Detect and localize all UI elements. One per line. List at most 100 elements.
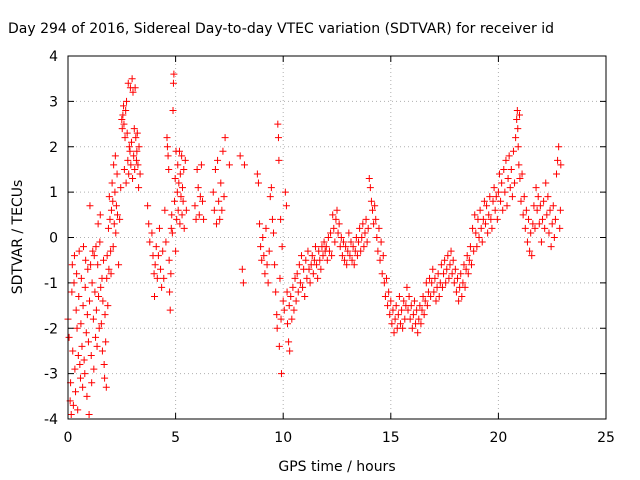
data-point: [253, 170, 261, 178]
data-point: [535, 220, 543, 228]
data-point: [99, 297, 107, 305]
data-point: [385, 288, 393, 296]
data-point: [375, 224, 383, 232]
y-tick-label: -3: [44, 367, 58, 383]
y-tick-label: -2: [44, 321, 58, 337]
data-point: [83, 392, 91, 400]
data-point: [290, 306, 298, 314]
data-point: [127, 138, 135, 146]
data-point: [180, 165, 188, 173]
data-point: [122, 179, 130, 187]
data-point: [105, 265, 113, 273]
data-point: [343, 261, 351, 269]
data-point: [441, 256, 449, 264]
data-point: [92, 306, 100, 314]
data-point: [284, 320, 292, 328]
data-point: [132, 134, 140, 142]
data-point: [214, 156, 222, 164]
data-point: [360, 243, 368, 251]
data-point: [525, 215, 533, 223]
data-point: [498, 179, 506, 187]
data-point: [501, 188, 509, 196]
data-point: [70, 279, 78, 287]
data-point: [275, 342, 283, 350]
data-point: [165, 165, 173, 173]
data-point: [82, 329, 90, 337]
data-point: [200, 215, 208, 223]
x-axis-label: GPS time / hours: [278, 459, 395, 475]
data-point: [407, 302, 415, 310]
data-point: [520, 193, 528, 201]
data-point: [89, 315, 97, 323]
data-point: [77, 274, 85, 282]
data-point: [437, 261, 445, 269]
data-point: [191, 202, 199, 210]
data-point: [280, 306, 288, 314]
data-point: [315, 247, 323, 255]
data-point: [468, 261, 475, 269]
data-point: [96, 211, 104, 219]
data-point: [311, 243, 319, 251]
data-point: [475, 234, 483, 241]
data-point: [106, 215, 114, 223]
data-point: [533, 206, 541, 214]
y-tick-label: 3: [49, 94, 58, 110]
data-point: [219, 147, 227, 155]
data-point: [517, 197, 525, 205]
data-point: [459, 279, 467, 287]
data-point: [379, 252, 387, 260]
data-point: [65, 333, 73, 341]
x-tick-label: 20: [489, 430, 507, 446]
data-point: [390, 329, 398, 337]
data-point: [263, 261, 271, 269]
data-point: [178, 211, 186, 219]
data-point: [507, 165, 515, 173]
data-point: [81, 283, 89, 291]
data-point: [470, 247, 478, 255]
data-point: [297, 252, 305, 260]
data-point: [109, 243, 117, 251]
data-point: [93, 342, 101, 350]
data-point: [112, 202, 120, 210]
data-point: [91, 288, 99, 296]
data-point: [527, 229, 535, 237]
data-point: [103, 252, 111, 260]
x-tick-label: 10: [274, 430, 292, 446]
data-point: [440, 270, 448, 278]
data-point: [212, 220, 220, 228]
data-point: [287, 292, 295, 300]
data-point: [457, 270, 465, 278]
data-point: [87, 261, 95, 269]
x-tick-label: 15: [382, 430, 400, 446]
data-point: [308, 252, 316, 260]
data-point: [168, 211, 176, 219]
data-point: [74, 406, 82, 414]
data-point: [495, 170, 503, 178]
data-point: [400, 297, 408, 305]
data-point: [113, 211, 121, 219]
data-point: [107, 247, 115, 255]
x-tick-label: 25: [597, 430, 615, 446]
data-point: [329, 211, 337, 219]
data-point: [491, 206, 499, 214]
plot-frame: [67, 55, 607, 420]
data-point: [557, 161, 565, 169]
data-point: [152, 243, 160, 251]
data-point: [236, 152, 244, 160]
data-point: [221, 134, 229, 142]
data-point: [133, 147, 141, 155]
data-point: [306, 279, 314, 287]
data-point: [95, 292, 103, 300]
data-point: [260, 252, 268, 260]
data-point: [508, 193, 516, 201]
data-point: [323, 256, 331, 264]
data-point: [556, 224, 564, 232]
y-axis-label: SDTVAR / TECUs: [10, 180, 26, 295]
data-point: [134, 161, 142, 169]
data-point: [88, 279, 96, 287]
data-point: [463, 252, 471, 260]
data-point: [270, 229, 278, 237]
data-point: [118, 116, 126, 124]
data-points: [64, 70, 565, 418]
data-point: [421, 297, 429, 305]
